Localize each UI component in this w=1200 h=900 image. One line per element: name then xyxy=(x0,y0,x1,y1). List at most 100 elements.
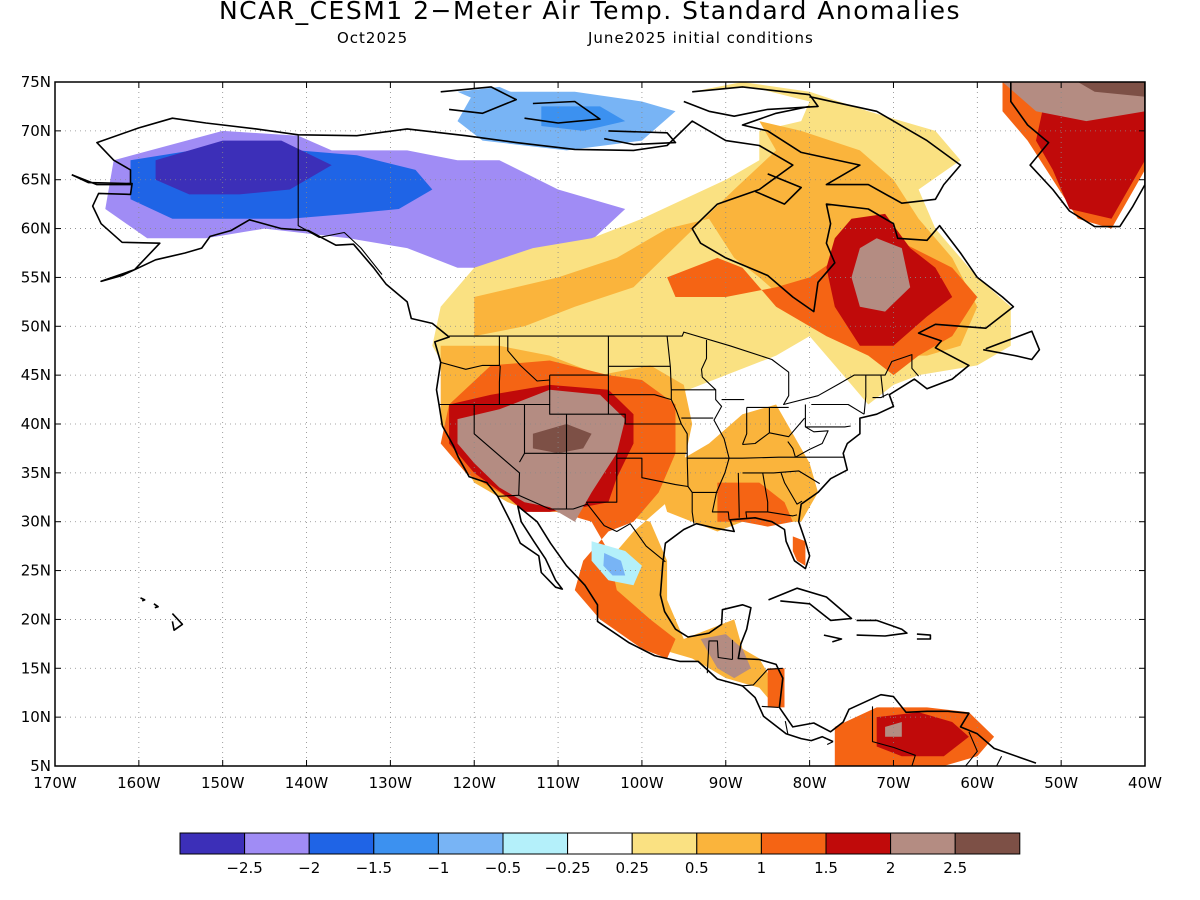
lon-label: 40W xyxy=(1128,774,1162,792)
colorbar-box xyxy=(179,832,246,855)
border-line-41 xyxy=(863,375,867,415)
lon-label: 140W xyxy=(285,774,329,792)
coastline-4 xyxy=(524,100,601,124)
colorbar-label: −0.25 xyxy=(545,859,591,877)
colorbar-labels: −2.5 −2 −1.5 −1 −0.5 −0.25 0.25 0.5 1 1.5 2 2.5 xyxy=(226,859,967,877)
border-line-5 xyxy=(740,667,783,687)
border-line-26 xyxy=(608,394,672,401)
border-line-14 xyxy=(498,336,501,405)
map-title: NCAR_CESM1 2−Meter Air Temp. Standard An… xyxy=(218,0,962,25)
border-line-6 xyxy=(761,705,779,708)
border-line-43 xyxy=(872,393,889,399)
coastline-0 xyxy=(71,117,1037,764)
border-line-35 xyxy=(741,407,748,445)
coastline-5 xyxy=(604,130,677,146)
colorbar-box xyxy=(567,832,633,855)
border-line-46 xyxy=(737,472,740,518)
border-line-24 xyxy=(616,457,689,488)
anomaly-region-12 xyxy=(717,482,793,527)
border-line-7 xyxy=(784,720,789,734)
anomaly-region-29 xyxy=(1077,82,1145,97)
lat-label: 25N xyxy=(21,562,51,580)
coastline-16 xyxy=(140,597,146,602)
colorbar-box xyxy=(890,832,956,855)
anomaly-region-5 xyxy=(457,86,533,107)
border-line-48 xyxy=(767,511,798,517)
border-line-2 xyxy=(497,494,666,563)
border-line-51 xyxy=(795,426,829,458)
anomaly-region-13 xyxy=(792,536,806,566)
axis-labels: 170W 160W 150W 140W 130W 120W 110W 100W 90W 80W 70… xyxy=(21,73,1162,792)
coastline-11 xyxy=(856,619,908,637)
anomaly-region-25 xyxy=(885,722,902,737)
border-line-45 xyxy=(742,470,820,485)
lat-label: 35N xyxy=(21,464,51,482)
lat-label: 20N xyxy=(21,610,51,628)
lon-label: 90W xyxy=(709,774,743,792)
lon-label: 60W xyxy=(960,774,994,792)
valid-month-label: Oct2025 xyxy=(337,29,409,47)
border-line-11 xyxy=(995,755,1003,766)
border-layer xyxy=(297,134,1003,766)
colorbar-box xyxy=(373,832,439,855)
anomaly-region-21 xyxy=(700,634,751,679)
coastline-1 xyxy=(71,174,834,743)
colorbar-boxes xyxy=(179,832,1021,855)
coastline-10 xyxy=(768,587,853,622)
colorbar-box xyxy=(954,832,1021,855)
border-line-1 xyxy=(449,331,920,406)
colorbar-label: 2.5 xyxy=(943,859,967,877)
lat-label: 5N xyxy=(30,757,51,775)
border-line-40 xyxy=(811,403,865,415)
coastline-6 xyxy=(741,95,962,204)
border-line-23 xyxy=(586,453,618,505)
colorbar-box xyxy=(631,832,698,855)
border-line-18 xyxy=(507,336,550,382)
lat-label: 15N xyxy=(21,659,51,677)
lat-label: 75N xyxy=(21,73,51,91)
border-line-33 xyxy=(700,340,730,520)
lon-label: 110W xyxy=(536,774,580,792)
coastline-13 xyxy=(916,633,932,640)
coastline-7 xyxy=(754,173,803,205)
lon-label: 70W xyxy=(877,774,911,792)
coastline-8 xyxy=(983,330,1041,361)
border-line-8 xyxy=(826,741,834,745)
lon-label: 170W xyxy=(33,774,77,792)
border-line-39 xyxy=(804,404,851,428)
lat-label: 60N xyxy=(21,220,51,238)
coastline-2 xyxy=(683,86,819,117)
coastline-3 xyxy=(440,86,518,115)
lat-label: 30N xyxy=(21,513,51,531)
anomaly-region-20 xyxy=(603,553,626,576)
colorbar-box xyxy=(244,832,310,855)
border-line-42 xyxy=(880,375,884,398)
colorbar-box xyxy=(437,832,504,855)
coastline-12 xyxy=(823,634,843,643)
border-line-28 xyxy=(666,336,695,524)
colorbar-box xyxy=(760,832,827,855)
lat-label: 65N xyxy=(21,171,51,189)
colorbar-box xyxy=(502,832,569,855)
lat-label: 55N xyxy=(21,268,51,286)
border-line-49 xyxy=(780,472,803,505)
lat-label: 10N xyxy=(21,708,51,726)
border-line-44 xyxy=(729,456,844,459)
lat-label: 50N xyxy=(21,317,51,335)
colorbar-label: 0.25 xyxy=(615,859,648,877)
coastline-layer xyxy=(71,82,1145,764)
lon-label: 150W xyxy=(201,774,245,792)
lat-label: 45N xyxy=(21,366,51,384)
anomaly-region-4 xyxy=(541,106,626,131)
colorbar-label: −2.5 xyxy=(226,859,262,877)
colorbar-box xyxy=(308,832,375,855)
lon-label: 100W xyxy=(620,774,664,792)
border-line-12 xyxy=(439,403,682,425)
lat-label: 70N xyxy=(21,122,51,140)
border-line-50 xyxy=(787,441,796,458)
colorbar-box xyxy=(696,832,762,855)
border-line-0 xyxy=(297,134,383,275)
coastline-15 xyxy=(153,603,159,609)
anomaly-region-10 xyxy=(851,238,911,312)
